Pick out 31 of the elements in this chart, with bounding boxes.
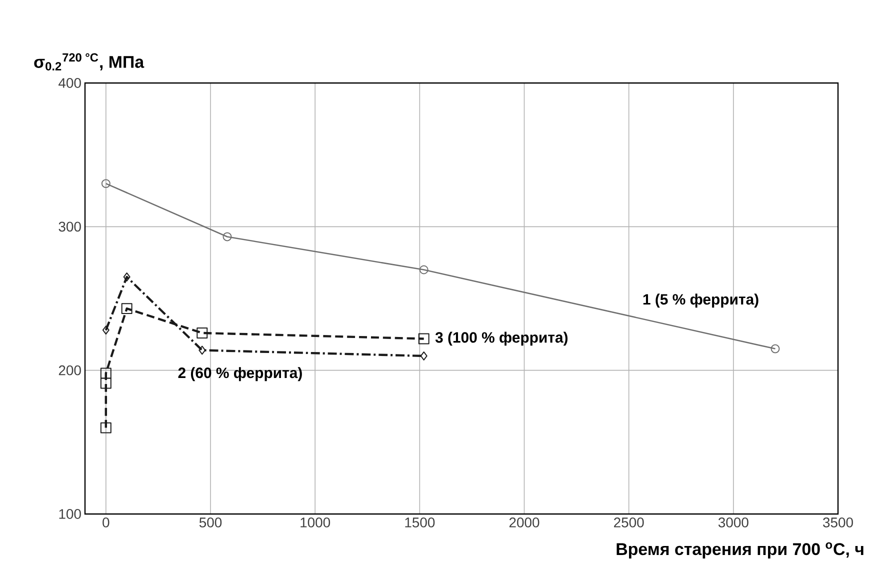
point (222, 232, 232, 242)
point (123, 272, 130, 282)
x-tick-label: 1500 (405, 518, 435, 528)
point (100, 422, 112, 434)
point (102, 326, 110, 335)
point (100, 368, 112, 379)
point (196, 327, 208, 338)
y-tick-label: 100 (59, 509, 81, 519)
x-tick-label: 500 (199, 518, 222, 528)
x-tick-label: 3500 (823, 518, 853, 528)
x-tick-label: 3000 (718, 518, 748, 528)
point (100, 378, 112, 389)
series-label: 1 (5 % феррита) (643, 294, 758, 308)
y-tick-label: 300 (58, 222, 81, 232)
x-axis-title: Время старения при 700 $^{o}$C, ч (616, 542, 864, 558)
point (770, 344, 780, 354)
point (121, 303, 132, 314)
point (198, 346, 206, 355)
point (418, 333, 430, 344)
y-tick-label: 400 (58, 78, 81, 88)
series-label: 3 (100 % феррита) (435, 332, 568, 346)
point (101, 179, 110, 188)
series-label: 2 (60 % феррита) (178, 367, 302, 382)
y-tick-label: 200 (58, 365, 81, 376)
y-axis-title: σ$_{0.2}$$^{720 °C}$, МПа (34, 53, 144, 70)
point (419, 265, 428, 274)
point (420, 351, 428, 360)
x-tick-label: 1000 (300, 518, 330, 528)
x-tick-label: 0 (102, 518, 110, 528)
x-tick-label: 2000 (509, 518, 540, 528)
x-tick-label: 2500 (614, 518, 644, 528)
